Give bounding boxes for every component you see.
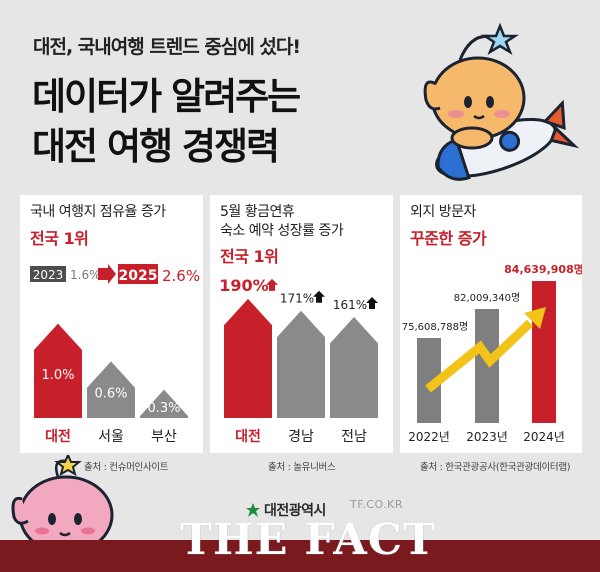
source-note-2: 출처 : 놀유니버스 bbox=[268, 462, 336, 473]
source-note-1: 출처 : 컨슈머인사이트 bbox=[84, 462, 169, 473]
category-label: 부산 bbox=[151, 429, 177, 445]
bar-서울 bbox=[87, 361, 135, 418]
panel-highlight: 전국 1위 bbox=[220, 247, 279, 266]
bar-대전 bbox=[224, 298, 272, 418]
arrow-right-icon bbox=[98, 264, 116, 284]
trend-line bbox=[425, 319, 534, 393]
data-label: 161% bbox=[333, 298, 367, 312]
category-label: 2024년 bbox=[523, 430, 565, 444]
legend-year-new-box bbox=[118, 264, 158, 284]
up-arrow-icon bbox=[313, 290, 325, 303]
data-label: 0.3% bbox=[147, 401, 180, 416]
chart-booking: 190% 대전 171% 경남 161% 전남 bbox=[219, 276, 378, 445]
brand-watermark: THE FACT bbox=[180, 515, 436, 565]
data-label: 84,639,908명 bbox=[504, 262, 582, 276]
source-note-3: 출처 : 한국관광공사(한국관광데이터랩) bbox=[420, 462, 571, 473]
bar-경남 bbox=[277, 310, 325, 418]
category-label: 전남 bbox=[341, 429, 367, 445]
leaf-icon bbox=[246, 503, 260, 517]
data-label: 0.6% bbox=[94, 387, 127, 402]
panel-highlight: 전국 1위 bbox=[30, 229, 89, 248]
bar-2023년 bbox=[475, 309, 499, 423]
bar-2024년 bbox=[532, 281, 556, 423]
bar-부산 bbox=[140, 389, 188, 418]
page-title: 데이터가 알려주는 대전 여행 경쟁력 bbox=[32, 72, 432, 172]
daejeon-logo: 대전광역시 bbox=[245, 500, 326, 520]
legend-value-old: 1.6% bbox=[70, 268, 101, 282]
panel-title: 외지 방문자 bbox=[410, 204, 476, 220]
panel-occupancy-share: 국내 여행지 점유율 증가 전국 1위 2023 1.6% 2025 2.6% … bbox=[20, 195, 203, 453]
panel-title-line-1: 5월 황금연휴 bbox=[220, 204, 295, 220]
category-label: 2022년 bbox=[408, 430, 450, 444]
panel-highlight: 꾸준한 증가 bbox=[410, 229, 487, 248]
legend-year-new: 2025 bbox=[119, 268, 158, 284]
bar-대전 bbox=[34, 323, 82, 418]
header-subtitle: 대전, 국내여행 트렌드 중심에 섰다! bbox=[33, 36, 301, 58]
brand-url: TF.CO.KR bbox=[350, 498, 404, 511]
up-arrow-icon bbox=[266, 278, 278, 291]
category-label: 서울 bbox=[98, 429, 124, 445]
trend-arrowhead bbox=[524, 307, 546, 329]
data-label: 82,009,340명 bbox=[454, 292, 520, 304]
category-label: 대전 bbox=[45, 428, 71, 445]
category-label: 2023년 bbox=[466, 430, 508, 444]
legend-year-old-box bbox=[30, 266, 66, 282]
chart-occupancy: 2023 1.6% 2025 2.6% 1.0% 대전 0.6% 서울 0.3% 부산 bbox=[30, 264, 200, 445]
mascot-rocket-illustration bbox=[423, 22, 580, 181]
panel-visitors: 외지 방문자 꾸준한 증가 75,608,788명 2022년 82,009,340… bbox=[400, 195, 582, 453]
title-line-2: 대전 여행 경쟁력 bbox=[32, 125, 280, 168]
panel-booking-growth: 5월 황금연휴 숙소 예약 성장률 증가 전국 1위 190% 대전 171% 경남 1… bbox=[210, 195, 393, 453]
category-label: 대전 bbox=[235, 428, 261, 445]
footer-band bbox=[0, 540, 600, 572]
up-arrow-icon bbox=[366, 297, 378, 310]
logo-text: 대전광역시 bbox=[264, 503, 326, 519]
data-label: 1.0% bbox=[41, 368, 74, 383]
title-line-1: 데이터가 알려주는 bbox=[32, 75, 301, 118]
legend-year-old: 2023 bbox=[33, 268, 64, 282]
panel-title: 5월 황금연휴 숙소 예약 성장률 증가 bbox=[220, 203, 344, 241]
chart-visitors: 75,608,788명 2022년 82,009,340명 2023년 84,639,9… bbox=[402, 262, 582, 444]
category-label: 경남 bbox=[288, 429, 314, 445]
data-label: 190% bbox=[219, 276, 268, 295]
data-label: 171% bbox=[280, 292, 314, 306]
bar-전남 bbox=[330, 317, 378, 418]
panel-title: 국내 여행지 점유율 증가 bbox=[30, 204, 166, 220]
panel-title-line-2: 숙소 예약 성장률 증가 bbox=[220, 223, 344, 239]
data-label: 75,608,788명 bbox=[402, 321, 468, 333]
legend-value-new: 2.6% bbox=[162, 267, 200, 285]
